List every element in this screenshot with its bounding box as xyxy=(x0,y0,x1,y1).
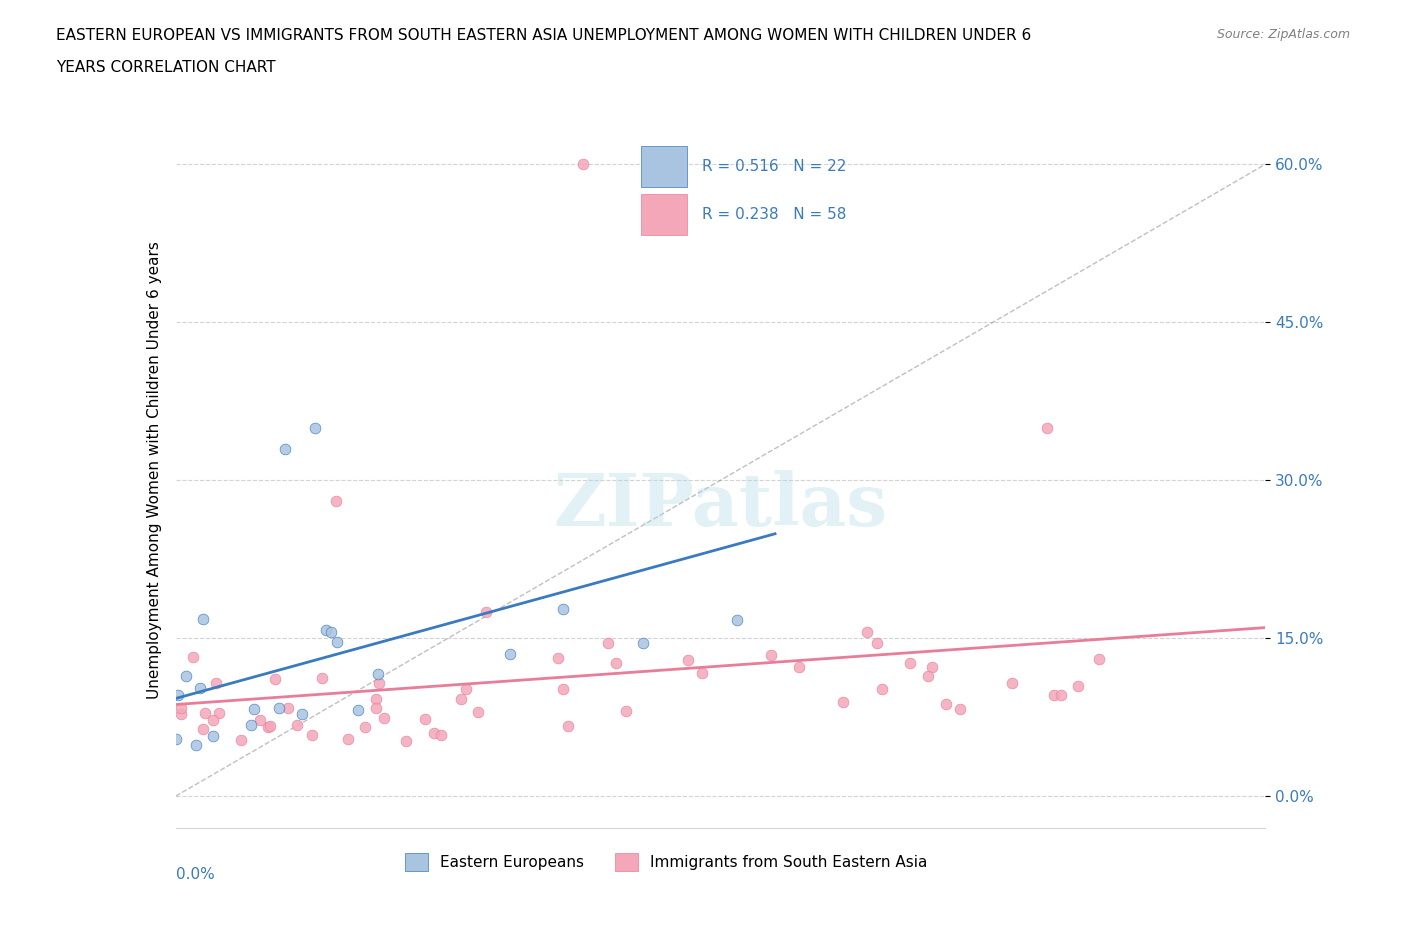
Point xyxy=(1043,688,1066,703)
Point xyxy=(870,682,893,697)
Point xyxy=(1036,420,1059,435)
Point xyxy=(475,604,498,619)
Point xyxy=(170,707,193,722)
Point xyxy=(1050,687,1073,702)
Point xyxy=(354,720,377,735)
Point xyxy=(921,659,943,674)
Point xyxy=(170,700,193,715)
Point xyxy=(249,712,271,727)
Point xyxy=(243,701,266,716)
Point xyxy=(368,675,391,690)
Point xyxy=(259,719,281,734)
Point xyxy=(430,727,453,742)
Point xyxy=(194,706,217,721)
Point xyxy=(337,732,360,747)
Point xyxy=(373,711,395,725)
Point xyxy=(898,656,921,671)
Point xyxy=(917,669,939,684)
Point xyxy=(325,494,347,509)
Point xyxy=(467,704,489,719)
Point xyxy=(311,671,333,685)
Point xyxy=(553,682,575,697)
Point xyxy=(264,671,287,686)
Point xyxy=(201,712,224,727)
Point xyxy=(304,420,326,435)
Point xyxy=(499,646,522,661)
Y-axis label: Unemployment Among Women with Children Under 6 years: Unemployment Among Women with Children U… xyxy=(146,241,162,698)
Point xyxy=(605,656,627,671)
Point xyxy=(174,669,197,684)
Point xyxy=(204,676,226,691)
Point xyxy=(165,732,187,747)
Point xyxy=(614,703,637,718)
Text: YEARS CORRELATION CHART: YEARS CORRELATION CHART xyxy=(56,60,276,75)
Point xyxy=(191,722,214,737)
Point xyxy=(321,625,343,640)
Point xyxy=(229,733,252,748)
Point xyxy=(347,703,370,718)
Point xyxy=(285,717,308,732)
Point xyxy=(1067,679,1090,694)
Point xyxy=(454,682,477,697)
Point xyxy=(725,613,748,628)
Point xyxy=(759,647,782,662)
Point xyxy=(690,666,713,681)
Point xyxy=(366,701,388,716)
Point xyxy=(1088,652,1111,667)
Point xyxy=(1001,676,1024,691)
Point xyxy=(934,697,956,711)
Point xyxy=(181,649,204,664)
Point xyxy=(450,691,472,706)
Point xyxy=(553,602,575,617)
Point xyxy=(184,737,207,752)
Point xyxy=(367,667,389,682)
Text: Source: ZipAtlas.com: Source: ZipAtlas.com xyxy=(1216,28,1350,41)
Point xyxy=(267,700,290,715)
Legend: Eastern Europeans, Immigrants from South Eastern Asia: Eastern Europeans, Immigrants from South… xyxy=(399,846,934,877)
Point xyxy=(301,728,323,743)
Point xyxy=(193,612,215,627)
Text: 0.0%: 0.0% xyxy=(176,867,215,882)
Text: EASTERN EUROPEAN VS IMMIGRANTS FROM SOUTH EASTERN ASIA UNEMPLOYMENT AMONG WOMEN : EASTERN EUROPEAN VS IMMIGRANTS FROM SOUT… xyxy=(56,28,1032,43)
Point xyxy=(167,687,190,702)
Point xyxy=(949,701,972,716)
Point xyxy=(239,717,262,732)
Point xyxy=(678,653,700,668)
Point xyxy=(832,695,855,710)
Point xyxy=(413,711,436,726)
Point xyxy=(257,719,280,734)
Point xyxy=(856,625,879,640)
Point xyxy=(188,681,211,696)
Point xyxy=(325,634,347,649)
Point xyxy=(572,157,595,172)
Point xyxy=(208,706,231,721)
Point xyxy=(395,734,418,749)
Point xyxy=(277,701,299,716)
Point xyxy=(557,718,579,733)
Text: ZIPatlas: ZIPatlas xyxy=(554,470,887,541)
Point xyxy=(423,725,446,740)
Point xyxy=(364,691,387,706)
Point xyxy=(547,650,569,665)
Point xyxy=(787,659,810,674)
Point xyxy=(315,622,337,637)
Point xyxy=(596,635,619,650)
Point xyxy=(866,635,889,650)
Point xyxy=(631,635,654,650)
Point xyxy=(202,728,225,743)
Point xyxy=(291,707,314,722)
Point xyxy=(274,441,297,456)
